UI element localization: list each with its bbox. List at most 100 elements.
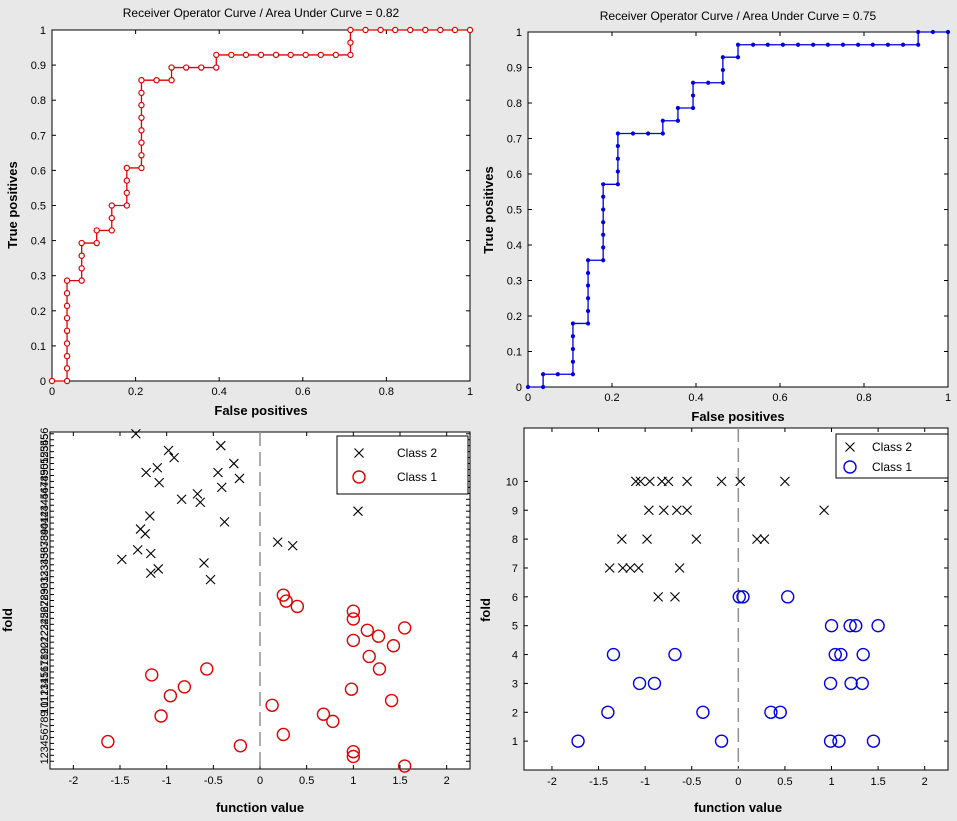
y-tick-label: 45 (39, 493, 51, 505)
y-tick-label: 0.5 (31, 201, 46, 213)
roc-point (811, 42, 816, 47)
y-tick-label: 4 (39, 740, 51, 746)
y-tick-label: 18 (39, 654, 51, 666)
roc-point (825, 42, 830, 47)
axis-ticks: -2 -1.5 -1 -0.5 0 0.5 1 1.5 2 1 2 3 4 5 6 7 8 9 10 (506, 428, 948, 788)
class1-point (233, 739, 248, 753)
roc-point (63, 290, 71, 297)
y-tick-label: 55 (39, 434, 51, 446)
roc-point (601, 182, 606, 187)
roc-point (735, 55, 741, 60)
class2-point (130, 428, 141, 439)
class1-point (279, 594, 293, 608)
x-axis-label: function value (216, 800, 304, 815)
roc-point (601, 220, 606, 225)
class1-point (824, 618, 839, 633)
class2-point (215, 440, 226, 451)
class2-point (682, 476, 692, 487)
class1-point (606, 647, 621, 662)
class1-point (647, 676, 662, 691)
roc-point (93, 227, 100, 234)
roc-point (646, 131, 651, 136)
data-series (525, 29, 951, 390)
y-tick-label: 17 (39, 660, 51, 672)
y-tick-label: 0.7 (31, 130, 46, 142)
class1-point (828, 647, 842, 662)
roc-point (570, 372, 576, 377)
class1-point (834, 647, 848, 662)
class1-point (736, 590, 750, 604)
roc-point (63, 352, 71, 360)
roc-point (153, 76, 160, 84)
y-tick-label: 36 (39, 547, 51, 559)
x-tick-label: 1 (945, 392, 951, 404)
y-tick-label: 12 (39, 690, 51, 702)
class2-point (752, 534, 762, 545)
class1-point (714, 734, 729, 748)
class1-point (371, 629, 386, 643)
y-axis-label: fold (0, 608, 15, 632)
plot-area (527, 31, 949, 388)
y-tick-label: 0.1 (507, 347, 522, 359)
class1-point (668, 647, 682, 662)
fold-scatter-blue: -2 -1.5 -1 -0.5 0 0.5 1 1.5 2 1 2 3 4 5 6 7 8 9 10 Class 2… (478, 427, 949, 815)
y-tick-label: 0.8 (31, 95, 46, 107)
y-tick-label: 37 (39, 541, 51, 553)
y-tick-label: 2 (39, 752, 51, 758)
roc-point (213, 51, 220, 59)
x-tick-label: 1 (467, 386, 473, 398)
class1-point (696, 705, 710, 719)
roc-chart-red: Receiver Operator Curve / Area Under Cur… (5, 6, 474, 418)
class2-point (716, 476, 727, 487)
roc-point (720, 55, 725, 60)
legend: Class 2 Class 1 (336, 435, 469, 495)
y-tick-label: 53 (39, 446, 51, 458)
roc-point (541, 384, 546, 390)
roc-point (123, 164, 131, 172)
x-tick-label: 0.6 (295, 386, 310, 398)
roc-point (138, 164, 145, 172)
y-tick-label: 25 (39, 612, 51, 624)
class1-point (601, 705, 615, 719)
legend-marker-circle (352, 470, 366, 484)
class2-point (633, 563, 644, 573)
y-tick-label: 5 (512, 621, 518, 633)
roc-point (63, 377, 71, 385)
chart-title: Receiver Operator Curve / Area Under Cur… (600, 9, 877, 23)
class1-point (276, 588, 291, 602)
roc-point (675, 118, 681, 123)
roc-point (720, 67, 725, 73)
y-axis-label: fold (478, 598, 493, 622)
roc-point (735, 42, 741, 47)
class2-point (617, 563, 628, 573)
class2-point (145, 548, 156, 559)
class2-point (192, 489, 203, 499)
roc-point (585, 321, 591, 326)
y-axis-label: True positives (5, 161, 20, 248)
roc-point (466, 26, 474, 34)
y-tick-label: 0.6 (31, 165, 46, 177)
y-tick-label: 0 (40, 376, 46, 388)
class2-point (152, 462, 163, 473)
roc-point (916, 29, 921, 35)
x-tick-label: 0.5 (777, 776, 792, 788)
class2-point (630, 476, 641, 487)
roc-point (660, 118, 665, 123)
class2-point (228, 458, 239, 469)
roc-point (437, 26, 444, 34)
class2-point (682, 505, 692, 516)
y-tick-label: 11 (39, 696, 51, 707)
class1-point (732, 590, 746, 604)
class2-point (691, 534, 702, 545)
legend-marker-circle (843, 460, 857, 474)
y-tick-label: 23 (39, 624, 51, 636)
roc-point (870, 42, 875, 47)
roc-point (242, 51, 250, 59)
class1-point (346, 633, 361, 648)
class1-point (360, 623, 375, 637)
class2-point (154, 477, 165, 488)
class1-point (346, 745, 361, 759)
roc-point (78, 239, 85, 247)
roc-point (347, 51, 354, 59)
class1-point (397, 621, 412, 635)
